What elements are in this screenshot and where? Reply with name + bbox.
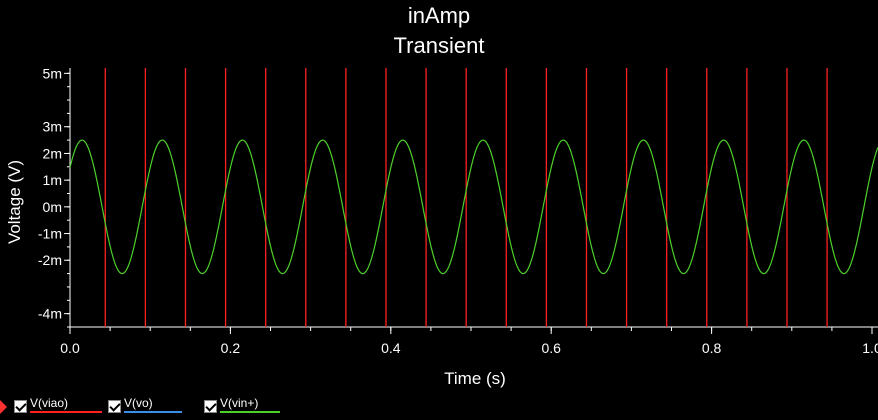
x-tick-label: 0.2	[221, 340, 241, 356]
y-tick-label: 5m	[43, 65, 62, 81]
series-layer	[69, 68, 878, 327]
x-tick-label: 1.0	[862, 340, 878, 356]
legend-item-vin[interactable]: V(vin+)	[204, 396, 284, 418]
legend-checkbox-viao[interactable]	[14, 400, 27, 413]
y-tick-label: 0m	[43, 199, 62, 215]
legend-line-vo	[124, 411, 182, 413]
x-tick-label: 0.8	[702, 340, 722, 356]
legend-label-vo: V(vo)	[124, 396, 153, 410]
legend-item-viao[interactable]: V(viao)	[14, 396, 102, 418]
legend-line-vin	[220, 411, 280, 413]
legend-label-viao: V(viao)	[30, 396, 69, 410]
axes: 5m 3m 2m 1m 0m -1m -2m -4m 0.0 0.2 0.4 0.6 0.8 1.0	[38, 65, 878, 356]
y-tick-label: -1m	[38, 226, 62, 242]
x-tick-label: 0.6	[541, 340, 561, 356]
legend-line-viao	[30, 411, 102, 413]
y-tick-label: 3m	[43, 119, 62, 135]
y-tick-label: -2m	[38, 252, 62, 268]
chart-subtitle: Transient	[393, 33, 485, 58]
y-tick-label: 2m	[43, 145, 62, 161]
legend-label-vin: V(vin+)	[220, 396, 259, 410]
chart-title: inAmp	[407, 3, 471, 28]
legend-checkbox-vo[interactable]	[108, 400, 121, 413]
series-viao	[104, 68, 828, 327]
y-axis-label: Voltage (V)	[5, 160, 24, 244]
x-axis-label: Time (s)	[444, 369, 506, 388]
series-vin-line	[69, 139, 878, 275]
legend-marker-icon	[0, 400, 7, 414]
x-tick-label: 0.0	[60, 340, 80, 356]
y-tick-label: 1m	[43, 172, 62, 188]
y-tick-label: -4m	[38, 306, 62, 322]
legend-item-vo[interactable]: V(vo)	[108, 396, 188, 418]
x-tick-label: 0.4	[381, 340, 401, 356]
legend-checkbox-vin[interactable]	[204, 400, 217, 413]
